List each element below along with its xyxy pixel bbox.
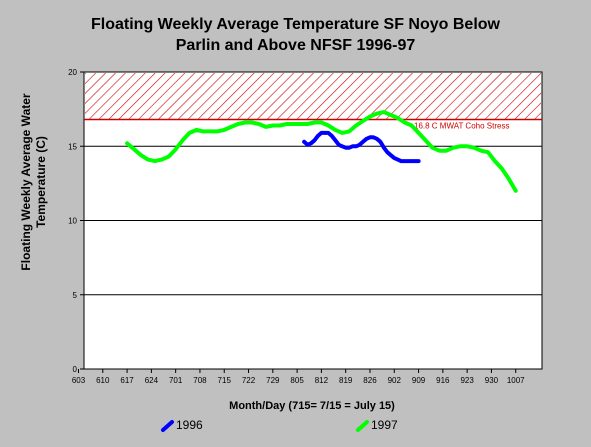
y-tick-label-20: 20 <box>68 68 77 77</box>
x-tick-label-603: 603 <box>72 376 86 385</box>
x-tick-label-708: 708 <box>193 376 207 385</box>
series-line-1996 <box>302 130 421 164</box>
legend-label-1997: 1997 <box>371 418 398 432</box>
x-tick-label-729: 729 <box>266 376 280 385</box>
x-tick-label-930: 930 <box>485 376 499 385</box>
x-tick-label-722: 722 <box>242 376 256 385</box>
x-tick-label-909: 909 <box>412 376 426 385</box>
x-tick-label-701: 701 <box>169 376 183 385</box>
x-tick-label-1007: 1007 <box>507 376 525 385</box>
x-tick-label-805: 805 <box>290 376 304 385</box>
x-tick-label-610: 610 <box>96 376 110 385</box>
x-tick-label-826: 826 <box>363 376 377 385</box>
chart-title-line-1: Floating Weekly Average Temperature SF N… <box>91 16 500 33</box>
threshold-band <box>85 73 541 120</box>
legend-label-1996: 1996 <box>176 418 203 432</box>
chart-title-line-2: Parlin and Above NFSF 1996-97 <box>175 37 416 54</box>
chart-title: Floating Weekly Average Temperature SF N… <box>0 14 591 56</box>
x-tick-label-902: 902 <box>388 376 402 385</box>
y-tick-label-5: 5 <box>73 291 78 300</box>
x-tick-label-916: 916 <box>436 376 450 385</box>
y-tick-label-10: 10 <box>68 217 77 226</box>
x-tick-label-617: 617 <box>120 376 134 385</box>
x-tick-label-812: 812 <box>315 376 329 385</box>
y-tick-label-15: 15 <box>68 142 77 151</box>
legend-swatch-1996 <box>161 420 174 432</box>
x-axis-label: Month/Day (715= 7/15 = July 15) <box>229 400 395 412</box>
x-tick-label-923: 923 <box>460 376 474 385</box>
x-tick-label-819: 819 <box>339 376 353 385</box>
series-line-1997 <box>125 110 518 193</box>
x-tick-label-715: 715 <box>218 376 232 385</box>
threshold-label: 16.8 C MWAT Coho Stress <box>414 122 509 131</box>
x-tick-label-624: 624 <box>145 376 159 385</box>
y-tick-label-0: 0 <box>73 365 78 374</box>
legend-swatch-1997 <box>356 420 369 432</box>
